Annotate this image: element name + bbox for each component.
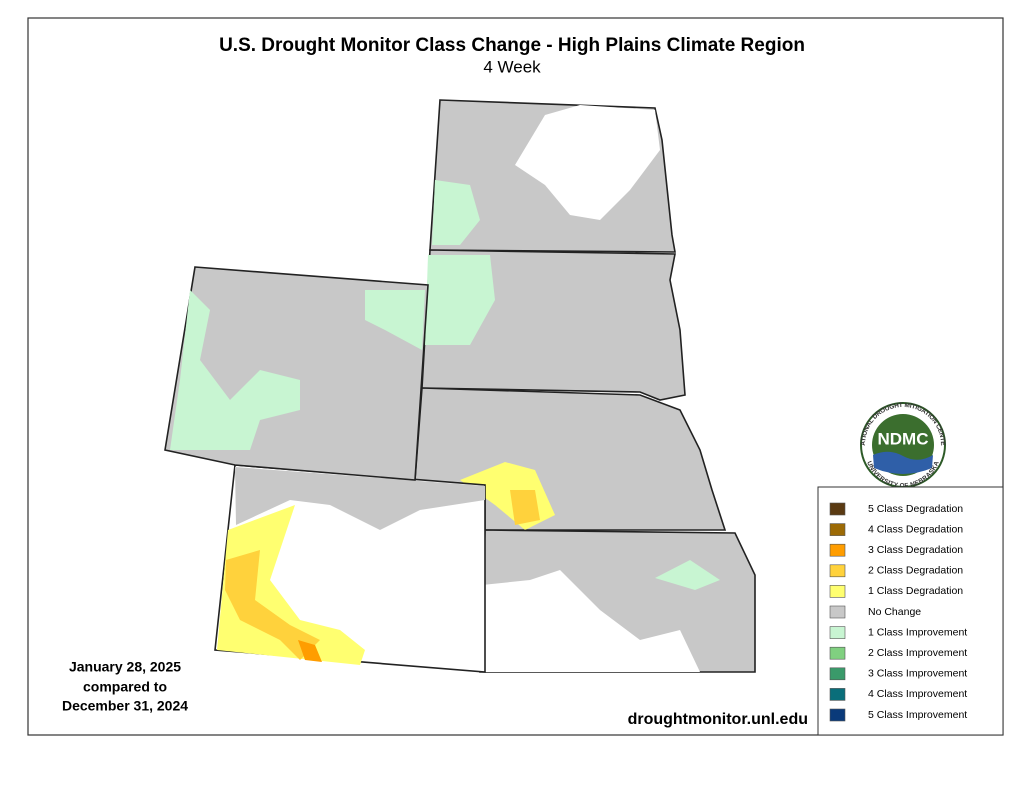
no-change-area	[235, 467, 485, 530]
logo-name: NDMC	[878, 429, 929, 448]
legend-label: 1 Class Degradation	[868, 585, 963, 597]
legend-label: 3 Class Improvement	[868, 668, 967, 680]
logo-water	[873, 451, 933, 474]
legend-label: 4 Class Degradation	[868, 523, 963, 535]
improvement-area	[170, 290, 300, 450]
date-current: January 28, 2025	[69, 659, 181, 675]
no-data-area	[482, 570, 700, 672]
map-subtitle: 4 Week	[483, 57, 541, 76]
legend-label: No Change	[868, 606, 921, 618]
source-url: droughtmonitor.unl.edu	[628, 711, 808, 728]
improvement-area	[425, 255, 495, 345]
legend-swatch	[829, 543, 846, 557]
degradation-area	[510, 490, 540, 525]
legend-label: 3 Class Degradation	[868, 544, 963, 556]
legend-swatch	[829, 605, 846, 619]
legend-label: 2 Class Improvement	[868, 647, 967, 659]
improvement-area	[655, 560, 720, 590]
legend-swatch	[829, 523, 846, 536]
date-previous: December 31, 2024	[62, 698, 188, 714]
legend-swatch	[829, 688, 846, 701]
legend-label: 5 Class Improvement	[868, 709, 967, 721]
legend-swatch	[829, 626, 846, 639]
legend-swatch	[829, 667, 846, 681]
legend-label: 1 Class Improvement	[868, 626, 967, 638]
date-compared: compared to	[83, 679, 167, 695]
legend-label: 4 Class Improvement	[868, 688, 967, 700]
legend-swatch	[829, 564, 846, 578]
degradation-area	[225, 550, 320, 660]
legend-swatch	[829, 708, 846, 722]
legend-swatch	[829, 585, 846, 598]
improvement-area	[432, 180, 480, 245]
legend-label: 2 Class Degradation	[868, 565, 963, 577]
no-data-area	[515, 105, 660, 220]
legend-swatch	[829, 502, 846, 516]
improvement-area	[365, 290, 425, 350]
states	[164, 99, 756, 673]
degradation-area	[298, 640, 322, 662]
legend-label: 5 Class Degradation	[868, 503, 963, 515]
legend-swatch	[829, 646, 846, 660]
map-title: U.S. Drought Monitor Class Change - High…	[219, 35, 805, 56]
legend: 5 Class Degradation 4 Class Degradation 3 …	[829, 502, 967, 722]
legend-box	[817, 486, 1004, 736]
